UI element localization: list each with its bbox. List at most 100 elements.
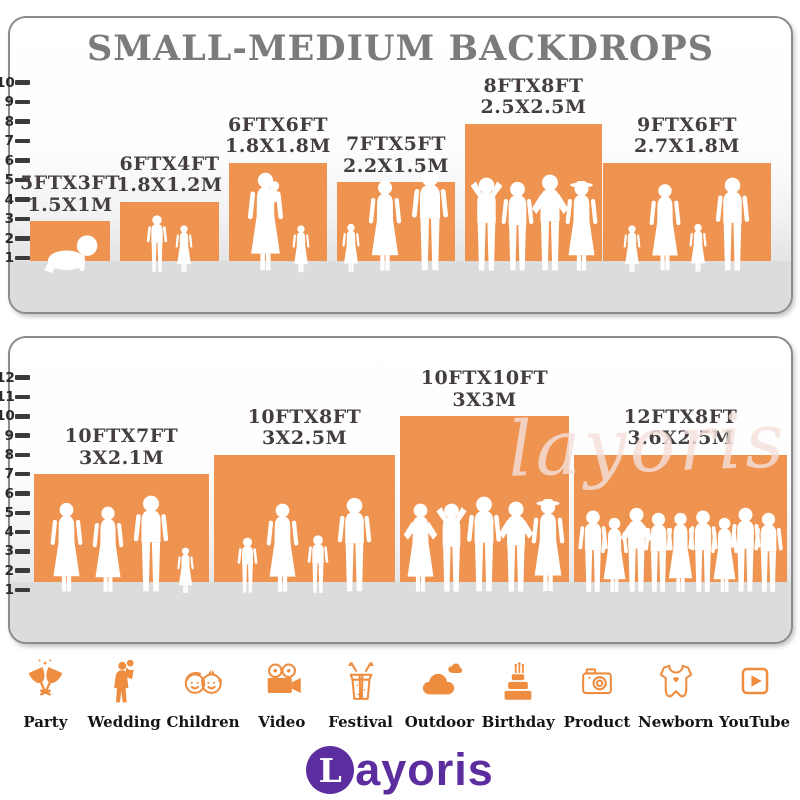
category-party: Party <box>10 656 80 731</box>
man-hips-silhouette <box>531 174 568 271</box>
y-tick-10: 10 <box>0 408 30 424</box>
size-ft: 7FTX5FT <box>346 133 446 155</box>
woman-silhouette <box>600 517 628 592</box>
bar-label: 10FTX8FT 3X2.5M <box>247 405 362 450</box>
boy-silhouette <box>237 537 257 593</box>
size-m: 2.7X1.8M <box>634 135 740 157</box>
size-m: 3X2.1M <box>78 446 165 469</box>
size-ft: 6FTX6FT <box>228 113 328 136</box>
logo-text: ayoris <box>355 744 494 795</box>
category-birthday: Birthday <box>481 656 555 731</box>
bar-label: 7FTX5FT 2.2X1.5M <box>343 133 449 177</box>
category-label: YouTube <box>719 713 791 731</box>
panel-medium-large: 1 2 3 4 5 6 7 8 9 10 11 12 10FTX7FT 3X2.1M 10FTX8FT 3X2… <box>0 336 793 644</box>
category-children: Children <box>166 656 240 731</box>
size-ft: 10FTX8FT <box>247 405 362 428</box>
y-tick-5: 5 <box>0 172 30 188</box>
size-ft: 10FTX10FT <box>420 367 549 390</box>
category-label: Festival <box>328 713 393 731</box>
size-m: 1.8X1.8M <box>225 135 331 157</box>
children-icon <box>184 669 223 694</box>
layoris-logo: L ayoris <box>0 744 800 796</box>
backdrop-bar-10ftx7ft <box>34 474 209 594</box>
people-silhouettes <box>574 507 787 595</box>
girl-silhouette <box>292 225 310 273</box>
y-tick-3: 3 <box>0 543 30 559</box>
logo-circle: L <box>306 746 355 794</box>
bar-label: 10FTX7FT 3X2.1M <box>65 426 179 469</box>
y-tick-9: 9 <box>0 94 30 110</box>
y-tick-2: 2 <box>0 563 30 579</box>
category-label: Children <box>166 713 240 731</box>
woman-hat-silhouette <box>531 498 565 592</box>
category-festival: Festival <box>326 656 396 731</box>
category-newborn: Newborn <box>638 656 714 731</box>
category-row: Party Wedding <box>6 656 794 731</box>
woman-baby-silhouette <box>247 172 284 271</box>
y-tick-1: 1 <box>0 250 30 266</box>
man-silhouette <box>466 496 501 592</box>
plot-medium-large: 1 2 3 4 5 6 7 8 9 10 11 12 10FTX7FT 3X2.1M 10FTX8FT 3X2… <box>0 338 791 642</box>
man-up-silhouette <box>470 177 503 271</box>
party-icon <box>28 659 63 696</box>
bar-label: 12FTX8FT 3.6X2.5M <box>623 405 738 450</box>
people-silhouettes <box>120 215 219 274</box>
y-tick-5: 5 <box>0 505 30 521</box>
bar-label: 9FTX6FT 2.7X1.8M <box>634 114 740 158</box>
woman-silhouette <box>92 506 124 592</box>
man-silhouette <box>715 177 750 271</box>
man-hips-silhouette <box>499 501 534 592</box>
girl-silhouette <box>177 547 194 594</box>
youtube-icon <box>741 667 768 695</box>
people-silhouettes <box>337 169 455 274</box>
backdrop-bar-8ftx8ft <box>465 123 602 271</box>
woman-silhouette <box>649 184 681 271</box>
size-m: 3X3M <box>452 388 517 411</box>
bar-label: 5FTX3FT 1.5X1M <box>20 172 120 216</box>
people-silhouettes <box>34 495 209 595</box>
people-silhouettes <box>465 174 602 274</box>
backdrop-bar-7ftx5ft <box>337 169 455 272</box>
man-up-silhouette <box>436 503 467 592</box>
man-silhouette <box>133 495 169 592</box>
size-m: 1.5X1M <box>27 193 113 216</box>
bar-label: 10FTX10FT 3X3M <box>421 368 548 411</box>
y-tick-6: 6 <box>0 153 30 169</box>
panel-small-medium: SMALL-MEDIUM BACKDROPS 1 2 3 4 5 6 7 8 9 10 5FTX3F… <box>0 16 793 314</box>
woman-silhouette <box>50 502 83 592</box>
y-tick-1: 1 <box>0 582 30 598</box>
man-silhouette <box>337 497 371 592</box>
y-tick-10: 10 <box>0 75 30 91</box>
category-label: Party <box>23 713 68 731</box>
backdrop-bar-9ftx6ft <box>603 162 771 273</box>
category-label: Birthday <box>481 713 555 731</box>
girl-silhouette <box>623 225 641 273</box>
category-product: Product <box>562 656 632 731</box>
outdoor-icon <box>423 663 463 695</box>
size-m: 2.5X2.5M <box>480 96 587 118</box>
y-tick-2: 2 <box>0 231 30 247</box>
backdrop-bar-5ftx3ft <box>30 221 110 274</box>
size-ft: 12FTX8FT <box>623 405 738 428</box>
y-tick-4: 4 <box>0 524 30 540</box>
woman-silhouette <box>368 180 402 271</box>
size-m: 1.8X1.2M <box>116 174 223 196</box>
y-tick-12: 12 <box>0 370 30 386</box>
festival-icon <box>347 661 374 700</box>
category-label: Product <box>563 713 631 731</box>
people-silhouettes <box>30 231 110 274</box>
newborn-icon <box>659 664 692 698</box>
woman-hat-silhouette <box>565 181 598 271</box>
size-ft: 5FTX3FT <box>20 172 120 194</box>
category-outdoor: Outdoor <box>404 656 474 731</box>
woman-silhouette <box>266 503 298 592</box>
boy-silhouette <box>146 215 168 272</box>
category-label: Video <box>258 713 306 731</box>
y-tick-7: 7 <box>0 466 30 482</box>
wedding-icon <box>114 659 135 703</box>
logo-initial: L <box>318 750 342 790</box>
backdrop-bar-6ftx4ft <box>120 201 219 273</box>
man-silhouette <box>688 510 718 592</box>
category-label: Outdoor <box>404 713 475 731</box>
category-label: Wedding <box>87 713 161 731</box>
